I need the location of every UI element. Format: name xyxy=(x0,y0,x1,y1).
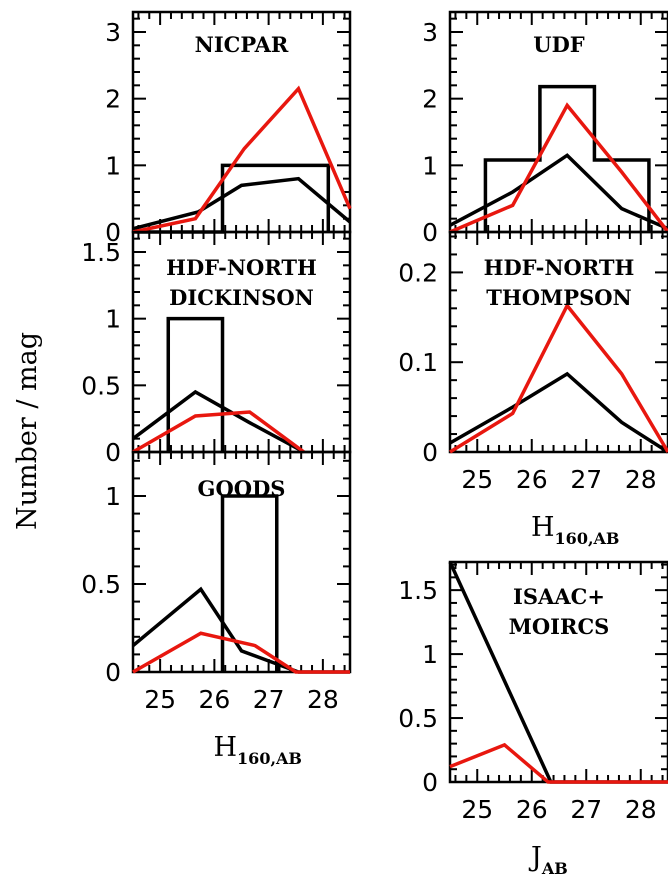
x-tick-label: 28 xyxy=(625,465,657,494)
y-tick-label: 0 xyxy=(105,218,121,247)
y-tick-label: 0 xyxy=(105,438,121,467)
black-series-line xyxy=(131,389,305,454)
y-tick-label: 0.2 xyxy=(398,258,438,287)
panel-title: HDF-NORTH xyxy=(484,255,635,280)
y-tick-label: 0.1 xyxy=(398,348,438,377)
panel-isaac-moircs: 0 0.5 1 1.5 25 26 27 28 JAB ISAAC+ MOIRCS xyxy=(398,560,668,877)
y-tick-label: 0.5 xyxy=(398,704,438,733)
x-tick-label: 28 xyxy=(307,685,339,714)
histogram-outline xyxy=(483,84,651,232)
y-tick-label: 1 xyxy=(105,151,121,180)
black-series-line xyxy=(132,176,352,231)
panel-title: HDF-NORTH xyxy=(166,255,317,280)
y-tick-label: 1.5 xyxy=(81,238,121,267)
x-tick-label: 27 xyxy=(570,465,602,494)
panel-title: DICKINSON xyxy=(169,285,314,310)
panel-title: NICPAR xyxy=(195,32,289,57)
panel-frame xyxy=(448,230,668,454)
x-tick-label: 25 xyxy=(461,795,493,824)
x-tick-label: 27 xyxy=(570,795,602,824)
black-series-line xyxy=(449,371,668,454)
panel-frame xyxy=(131,450,352,674)
red-series-line xyxy=(449,102,668,234)
x-axis-label-subscript: AB xyxy=(541,859,568,877)
y-tick-label: 0.5 xyxy=(81,570,121,599)
y-tick-label: 1 xyxy=(105,305,121,334)
black-series-line xyxy=(449,153,668,231)
x-axis-label: JAB xyxy=(528,842,568,877)
panel-title: UDF xyxy=(533,32,585,57)
y-tick-label: 0 xyxy=(422,438,438,467)
panel-udf: 0 1 2 3 UDF xyxy=(422,10,668,247)
x-tick-label: 26 xyxy=(516,795,548,824)
y-tick-label: 0 xyxy=(422,768,438,797)
y-tick-label: 0.5 xyxy=(81,371,121,400)
x-tick-label: 26 xyxy=(516,465,548,494)
y-tick-label: 2 xyxy=(105,85,121,114)
panel-nicpar: 0 1 2 3 NICPAR xyxy=(105,10,352,247)
y-tick-label: 1 xyxy=(422,151,438,180)
y-tick-label: 2 xyxy=(422,85,438,114)
x-tick-label: 26 xyxy=(198,685,230,714)
x-axis-label: H160,AB xyxy=(531,512,619,548)
red-series-line xyxy=(132,410,305,454)
red-series-line xyxy=(449,742,668,784)
red-series-line xyxy=(132,631,350,674)
black-series-line xyxy=(131,586,350,674)
x-tick-label: 27 xyxy=(253,685,285,714)
panel-hdfn-dickinson: 0 0.5 1 1.5 HDF-NORTH DICKINSON xyxy=(81,230,352,467)
panel-title: ISAAC+ xyxy=(513,584,605,609)
red-series-line xyxy=(132,85,352,234)
red-series-line xyxy=(449,302,668,454)
y-tick-label: 1 xyxy=(422,640,438,669)
y-tick-label: 0 xyxy=(105,658,121,687)
panel-title: MOIRCS xyxy=(509,614,610,639)
x-axis-label-subscript: 160,AB xyxy=(237,749,302,768)
x-tick-label: 25 xyxy=(461,465,493,494)
histogram-outline xyxy=(220,494,279,672)
panel-title: THOMPSON xyxy=(486,285,631,310)
y-tick-label: 1.5 xyxy=(398,576,438,605)
shared-y-axis-label: Number / mag xyxy=(12,332,43,530)
x-tick-label: 28 xyxy=(625,795,657,824)
x-tick-label: 25 xyxy=(144,685,176,714)
x-axis-label-subscript: 160,AB xyxy=(555,529,620,548)
histogram-outline xyxy=(166,316,225,452)
y-tick-label: 1 xyxy=(105,482,121,511)
panel-title: GOODS xyxy=(198,476,286,501)
x-axis-label: H160,AB xyxy=(214,732,302,768)
y-tick-label: 3 xyxy=(422,18,438,47)
y-tick-label: 3 xyxy=(105,18,121,47)
y-tick-label: 0 xyxy=(422,218,438,247)
